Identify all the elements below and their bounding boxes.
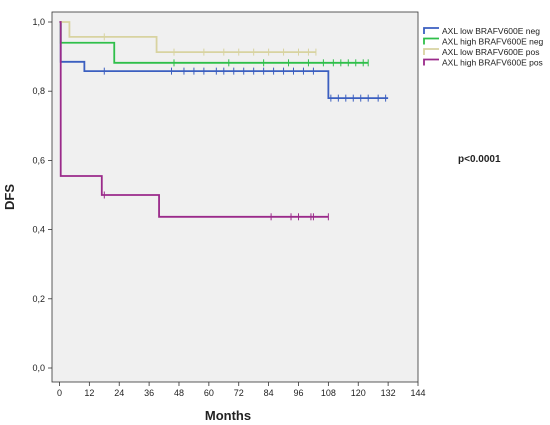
- x-tick-label: 120: [351, 388, 366, 398]
- x-tick-label: 72: [234, 388, 244, 398]
- legend-entry: AXL low BRAFV600E neg: [442, 26, 540, 36]
- legend-entry: AXL high BRAFV600E neg: [442, 37, 544, 47]
- x-tick-label: 60: [204, 388, 214, 398]
- y-tick-label: 1,0: [32, 17, 45, 27]
- series-line-3: [59, 21, 316, 54]
- x-tick-label: 0: [57, 388, 62, 398]
- series-line-4: [59, 21, 329, 218]
- x-tick-label: 132: [381, 388, 396, 398]
- x-tick-label: 36: [144, 388, 154, 398]
- x-tick-label: 96: [293, 388, 303, 398]
- x-tick-label: 108: [321, 388, 336, 398]
- legend-swatch: [423, 48, 439, 55]
- x-tick-label: 144: [410, 388, 425, 398]
- x-axis: 0 12 24 36 48 60 72 84 96 108 120 132 144: [57, 382, 426, 398]
- legend-swatch: [423, 37, 439, 45]
- survival-curves: [59, 21, 389, 221]
- y-tick-label: 0,8: [32, 86, 45, 96]
- x-tick-label: 84: [264, 388, 274, 398]
- y-tick-label: 0,4: [32, 225, 45, 235]
- y-tick-label: 0,0: [32, 363, 45, 373]
- y-axis: 0,0 0,2 0,4 0,6 0,8 1,0: [32, 17, 52, 373]
- x-tick-label: 48: [174, 388, 184, 398]
- x-tick-label: 12: [84, 388, 94, 398]
- y-axis-title: DFS: [2, 184, 17, 210]
- legend-entry: AXL low BRAFV600E pos: [442, 47, 539, 57]
- legend-swatch: [423, 58, 439, 66]
- p-value-annotation: p<0.0001: [458, 154, 501, 165]
- y-tick-label: 0,2: [32, 294, 45, 304]
- x-axis-title: Months: [205, 408, 251, 423]
- x-tick-label: 24: [114, 388, 124, 398]
- legend-entry: AXL high BRAFV600E pos: [442, 58, 543, 68]
- plot-area: [51, 11, 419, 383]
- legend-swatch: [423, 27, 439, 34]
- y-tick-label: 0,6: [32, 155, 45, 165]
